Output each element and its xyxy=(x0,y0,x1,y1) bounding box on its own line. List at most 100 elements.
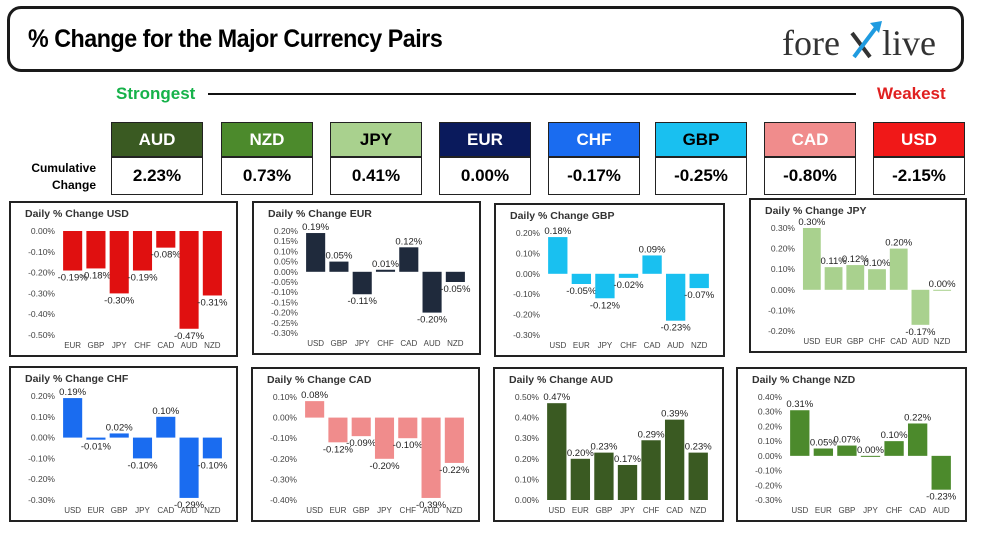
chart-title: Daily % Change NZD xyxy=(752,374,856,386)
x-tick-label: NZD xyxy=(204,506,221,515)
currency-code-gbp: GBP xyxy=(655,122,747,157)
x-tick-label: CAD xyxy=(157,506,174,515)
data-label: 0.00% xyxy=(857,445,884,456)
data-label: 0.22% xyxy=(904,412,931,423)
data-label: 0.31% xyxy=(786,399,813,410)
data-label: 0.29% xyxy=(638,429,665,440)
bar-aud xyxy=(911,289,930,325)
data-label: 0.01% xyxy=(372,259,399,270)
chart-eur-panel: Daily % Change EUR 0.20% 0.15% 0.10% 0.05% 0.… xyxy=(252,201,481,355)
x-tick-label: JPY xyxy=(112,341,127,350)
data-label: -0.10% xyxy=(393,440,424,451)
data-label: 0.02% xyxy=(106,422,133,433)
bar-gbp xyxy=(837,445,857,456)
bar-eur xyxy=(813,448,834,456)
bar-cad xyxy=(907,423,928,456)
chart-plot: 0.50% 0.40% 0.30% 0.20% 0.10% 0.00% 0.47% USD 0.… xyxy=(515,392,712,515)
chart-title: Daily % Change EUR xyxy=(268,208,372,220)
chart-title: Daily % Change AUD xyxy=(509,374,614,386)
y-tick-label: -0.40% xyxy=(28,309,55,319)
x-tick-label: GBP xyxy=(353,506,370,515)
x-tick-label: USD xyxy=(791,506,808,515)
x-tick-label: NZD xyxy=(691,341,708,350)
bar-jpy xyxy=(595,273,615,299)
bar-usd xyxy=(790,410,810,456)
currency-change-aud: 2.23% xyxy=(111,157,203,195)
y-tick-label: -0.10% xyxy=(270,433,297,443)
data-label: -0.10% xyxy=(197,460,228,471)
bar-gbp xyxy=(329,261,349,272)
y-tick-label: 0.00% xyxy=(273,413,298,423)
x-tick-label: NZD xyxy=(446,506,463,515)
bar-aud xyxy=(179,437,199,498)
data-label: 0.07% xyxy=(833,435,860,446)
y-tick-label: 0.00% xyxy=(516,269,541,279)
x-tick-label: CHF xyxy=(886,506,903,515)
data-label: 0.11% xyxy=(820,256,847,267)
x-tick-label: GBP xyxy=(111,506,128,515)
y-tick-label: -0.20% xyxy=(28,268,55,278)
x-tick-label: NZD xyxy=(447,339,464,348)
x-tick-label: CAD xyxy=(666,506,683,515)
data-label: -0.20% xyxy=(369,461,400,472)
x-tick-label: AUD xyxy=(181,341,198,350)
data-label: -0.47% xyxy=(174,331,205,342)
x-tick-label: USD xyxy=(803,337,820,346)
data-label: -0.10% xyxy=(127,460,158,471)
x-tick-label: CAD xyxy=(644,341,661,350)
bar-eur xyxy=(570,458,591,500)
chart-plot: 0.30% 0.20% 0.10% 0.00% -0.10% -0.20% 0.30% USD… xyxy=(768,217,956,346)
bar-gbp xyxy=(594,452,614,500)
bar-aud xyxy=(422,271,442,313)
x-tick-label: JPY xyxy=(863,506,878,515)
chart-title: Daily % Change CAD xyxy=(267,374,372,386)
chart-title: Daily % Change JPY xyxy=(765,205,867,217)
data-label: 0.05% xyxy=(325,251,352,262)
x-tick-label: EUR xyxy=(329,506,346,515)
logo-x-icon xyxy=(850,21,882,59)
weakest-label: Weakest xyxy=(877,84,946,103)
x-tick-label: USD xyxy=(549,341,566,350)
bar-eur xyxy=(86,437,106,440)
y-tick-label: 0.20% xyxy=(758,421,783,431)
header-banner: % Change for the Major Currency Pairs fo… xyxy=(7,6,964,72)
currency-code-aud: AUD xyxy=(111,122,203,157)
bar-cad xyxy=(399,247,419,272)
x-tick-label: USD xyxy=(306,506,323,515)
data-label: 0.08% xyxy=(301,390,328,401)
data-label: -0.05% xyxy=(440,284,471,295)
forexlive-logo: fore live xyxy=(782,21,936,63)
bar-jpy xyxy=(132,437,153,459)
data-label: -0.31% xyxy=(197,297,228,308)
y-tick-label: -0.30% xyxy=(271,328,298,338)
chart-title: Daily % Change USD xyxy=(25,208,129,220)
x-tick-label: GBP xyxy=(87,341,104,350)
y-tick-label: -0.10% xyxy=(28,453,55,463)
x-tick-label: CHF xyxy=(400,506,417,515)
bar-chf xyxy=(398,417,418,439)
y-tick-label: 0.10% xyxy=(758,436,783,446)
data-label: -0.39% xyxy=(416,500,447,511)
x-tick-label: EUR xyxy=(825,337,842,346)
data-label: -0.11% xyxy=(348,296,378,307)
y-tick-label: -0.30% xyxy=(270,474,297,484)
chart-plot: 0.20% 0.10% 0.00% -0.10% -0.20% -0.30% 0.19% US… xyxy=(28,387,228,515)
y-tick-label: 0.00% xyxy=(274,267,299,277)
y-tick-label: -0.10% xyxy=(28,247,55,257)
x-tick-label: EUR xyxy=(64,341,81,350)
x-tick-label: CAD xyxy=(909,506,926,515)
y-tick-label: 0.00% xyxy=(758,451,783,461)
currency-change-chf: -0.17% xyxy=(548,157,640,195)
data-label: 0.10% xyxy=(152,406,179,417)
y-tick-label: 0.00% xyxy=(31,433,56,443)
y-tick-label: -0.25% xyxy=(271,318,298,328)
data-label: -0.17% xyxy=(905,327,936,338)
data-label: -0.12% xyxy=(323,444,354,455)
y-tick-label: 0.10% xyxy=(516,248,541,258)
data-label: 0.05% xyxy=(810,438,837,449)
bar-aud xyxy=(421,417,441,498)
bar-usd xyxy=(802,228,821,290)
bar-jpy xyxy=(352,271,372,295)
bar-nzd xyxy=(933,289,952,291)
chart-title: Daily % Change CHF xyxy=(25,373,129,385)
